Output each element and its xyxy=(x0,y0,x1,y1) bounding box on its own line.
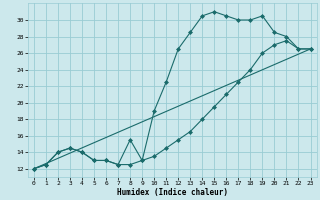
X-axis label: Humidex (Indice chaleur): Humidex (Indice chaleur) xyxy=(117,188,228,197)
